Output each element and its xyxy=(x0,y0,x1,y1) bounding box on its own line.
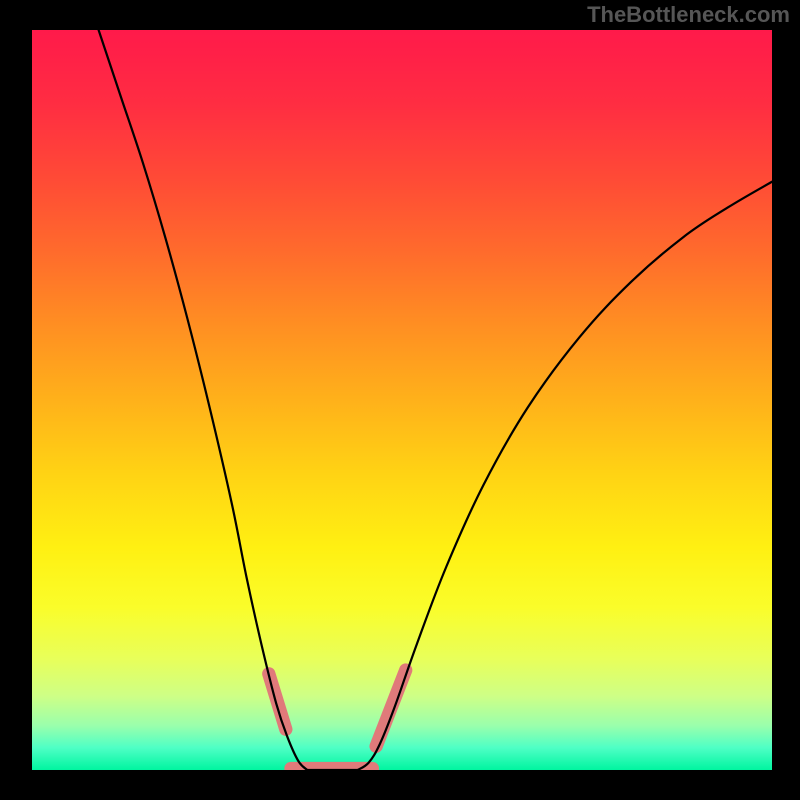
chart-frame: TheBottleneck.com xyxy=(0,0,800,800)
bottleneck-curve xyxy=(32,30,772,770)
plot-area xyxy=(32,30,772,770)
right-curve xyxy=(358,182,772,770)
watermark-text: TheBottleneck.com xyxy=(587,2,790,28)
highlight-segment xyxy=(376,670,406,746)
left-curve xyxy=(99,30,308,770)
